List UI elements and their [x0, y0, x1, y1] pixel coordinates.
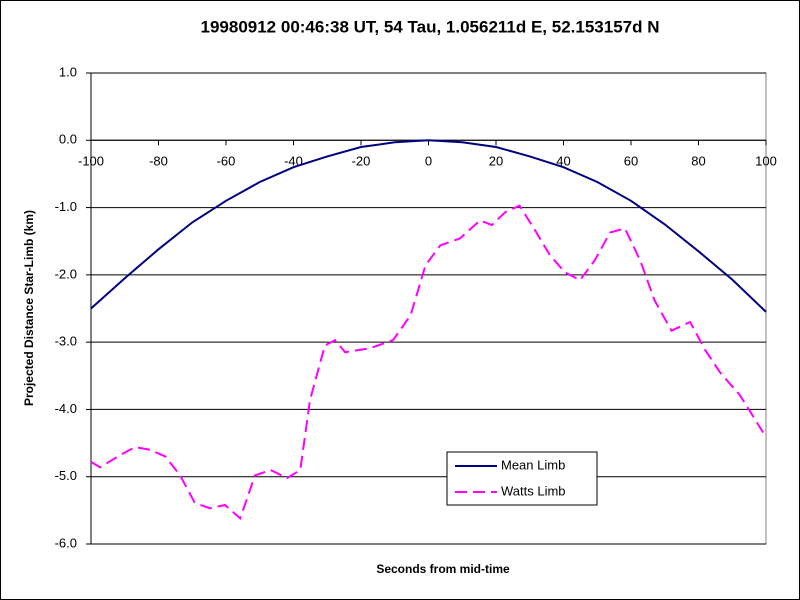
chart-title: 19980912 00:46:38 UT, 54 Tau, 1.056211d …	[201, 17, 660, 36]
y-tick-label: 1.0	[59, 64, 77, 79]
y-tick-label: -6.0	[55, 535, 77, 550]
y-tick-label: 0.0	[59, 132, 77, 147]
x-tick-label: -60	[217, 154, 236, 169]
y-tick-label: -5.0	[55, 468, 77, 483]
x-tick-label: -80	[149, 154, 168, 169]
x-tick-label: -20	[352, 154, 371, 169]
legend-label: Mean Limb	[501, 457, 565, 472]
y-tick-label: -4.0	[55, 401, 77, 416]
y-tick-label: -1.0	[55, 199, 77, 214]
legend-box	[446, 451, 598, 506]
x-tick-label: 20	[489, 154, 503, 169]
series-line	[90, 204, 767, 521]
x-axis-label: Seconds from mid-time	[376, 562, 510, 576]
x-tick-label: 0	[425, 154, 432, 169]
x-tick-label: -100	[78, 154, 104, 169]
x-tick-label: 40	[556, 154, 570, 169]
x-tick-label: 80	[691, 154, 705, 169]
x-tick-label: 60	[624, 154, 638, 169]
series-line	[90, 139, 767, 313]
x-tick-label: 100	[755, 154, 777, 169]
legend-label: Watts Limb	[501, 483, 566, 498]
y-tick-label: -3.0	[55, 334, 77, 349]
y-axis-label: Projected Distance Star-Limb (km)	[22, 210, 36, 406]
y-tick-label: -2.0	[55, 266, 77, 281]
